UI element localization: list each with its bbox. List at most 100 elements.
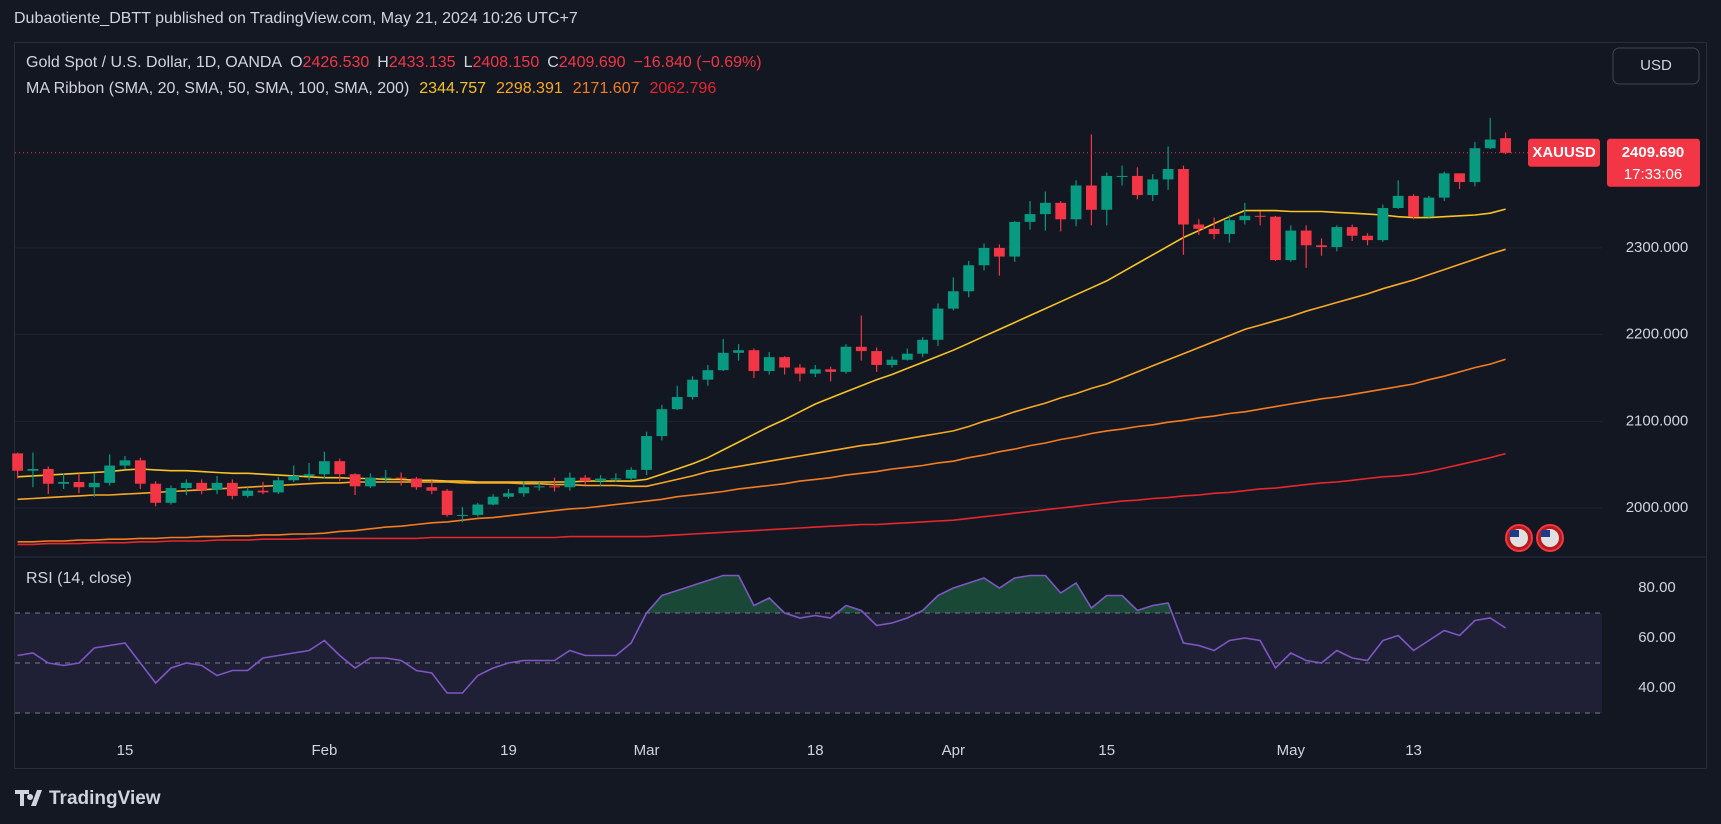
candle-body <box>840 346 852 372</box>
candle-body <box>1178 169 1189 225</box>
candle-body <box>1024 214 1036 222</box>
candle-body <box>763 357 775 372</box>
ohlc-value: 2409.690 <box>558 54 626 71</box>
candle-body <box>1147 179 1159 196</box>
candle-body <box>947 291 959 309</box>
candle-body <box>349 474 361 487</box>
candle-body <box>871 351 883 365</box>
ma-value: 2298.391 <box>496 80 563 97</box>
brand-name: TradingView <box>49 788 161 809</box>
ohlc-value: 2408.150 <box>472 54 540 71</box>
y-tick-label: 2200.000 <box>1626 326 1689 343</box>
candle-body <box>1500 138 1511 153</box>
rsi-title: RSI (14, close) <box>26 570 132 587</box>
candle-body <box>334 461 346 475</box>
candle-body <box>702 370 714 380</box>
candle-body <box>395 477 407 479</box>
candle-body <box>579 477 591 482</box>
candle-body <box>58 482 70 484</box>
candle-body <box>1285 230 1297 261</box>
candle-body <box>595 478 606 482</box>
ohlc-key: H <box>377 54 389 71</box>
candle-body <box>365 477 376 487</box>
symbol-tag-box <box>1528 138 1600 167</box>
candle-body <box>288 475 300 481</box>
publisher-line: Dubaotiente_DBTT published on TradingVie… <box>14 10 578 27</box>
candle-body <box>1270 216 1281 261</box>
rsi-tick-label: 80.00 <box>1638 579 1676 596</box>
candle-body <box>242 490 254 496</box>
candle-body <box>272 480 284 493</box>
candle-body <box>12 453 23 471</box>
candle-body <box>257 490 269 493</box>
ma-value: 2344.757 <box>419 80 487 97</box>
candle-body <box>88 482 100 488</box>
candle-body <box>794 367 806 374</box>
candle-body <box>1224 220 1235 235</box>
x-tick-label: Apr <box>942 742 965 759</box>
indicator-title: MA Ribbon (SMA, 20, SMA, 50, SMA, 100, S… <box>26 80 410 97</box>
candle-body <box>150 483 162 503</box>
candle-body <box>1208 228 1220 235</box>
candle-body <box>1086 185 1097 210</box>
candle-body <box>196 482 208 490</box>
candle-body <box>1316 245 1327 248</box>
ma-line <box>17 208 1506 483</box>
candle-body <box>487 496 499 505</box>
candle-body <box>503 493 514 497</box>
candle-body <box>1392 195 1404 209</box>
candle-body <box>809 369 821 374</box>
symbol-tag: XAUUSD <box>1532 144 1596 161</box>
candle-body <box>1408 195 1419 217</box>
candle-body <box>119 460 131 466</box>
candle-body <box>1469 148 1481 183</box>
candle-body <box>1070 185 1082 220</box>
rsi-overbought-fill <box>17 575 1506 613</box>
candle-body <box>779 357 790 368</box>
chart-panel <box>14 42 1707 769</box>
y-tick-label: 2300.000 <box>1626 239 1689 256</box>
candle-body <box>733 350 744 353</box>
change-value: −16.840 (−0.69%) <box>633 54 762 71</box>
ohlc-key: O <box>290 54 303 71</box>
candle-body <box>1331 227 1343 248</box>
ma-line <box>17 248 1506 501</box>
currency-label[interactable]: USD <box>1640 57 1672 74</box>
candle-body <box>1454 173 1465 183</box>
candle-body <box>717 352 729 371</box>
candle-body <box>1055 202 1067 220</box>
candle-body <box>1132 175 1143 196</box>
rsi-tick-label: 40.00 <box>1638 679 1676 696</box>
x-tick-label: Feb <box>311 742 337 759</box>
candle-body <box>978 247 990 266</box>
x-tick-label: 15 <box>1098 742 1115 759</box>
candle-body <box>564 477 576 488</box>
rsi-tick-label: 60.00 <box>1638 629 1676 646</box>
x-tick-label: 15 <box>117 742 134 759</box>
candle-body <box>687 379 698 398</box>
ma-line <box>17 358 1506 543</box>
ma-legend: MA Ribbon (SMA, 20, SMA, 50, SMA, 100, S… <box>26 80 716 98</box>
candle-body <box>855 346 867 352</box>
candle-body <box>1039 202 1051 215</box>
candle-body <box>1254 215 1266 217</box>
candle-body <box>1239 215 1251 221</box>
candle-body <box>411 478 422 488</box>
candle-body <box>73 482 85 488</box>
candle-body <box>1423 197 1435 217</box>
candle-body <box>319 461 330 475</box>
price-tag-box <box>1607 138 1700 187</box>
currency-button[interactable] <box>1612 47 1700 85</box>
y-tick-label: 2100.000 <box>1626 412 1689 429</box>
ohlc-value: 2426.530 <box>302 54 370 71</box>
candle-body <box>993 247 1005 257</box>
y-tick-label: 2000.000 <box>1626 499 1689 516</box>
brand-logo <box>15 790 42 806</box>
candle-body <box>671 397 683 410</box>
ohlc-key: L <box>463 54 473 71</box>
rsi-legend: RSI (14, close) <box>26 570 132 588</box>
flag-icons <box>1505 524 1564 552</box>
countdown: 17:33:06 <box>1624 166 1682 183</box>
